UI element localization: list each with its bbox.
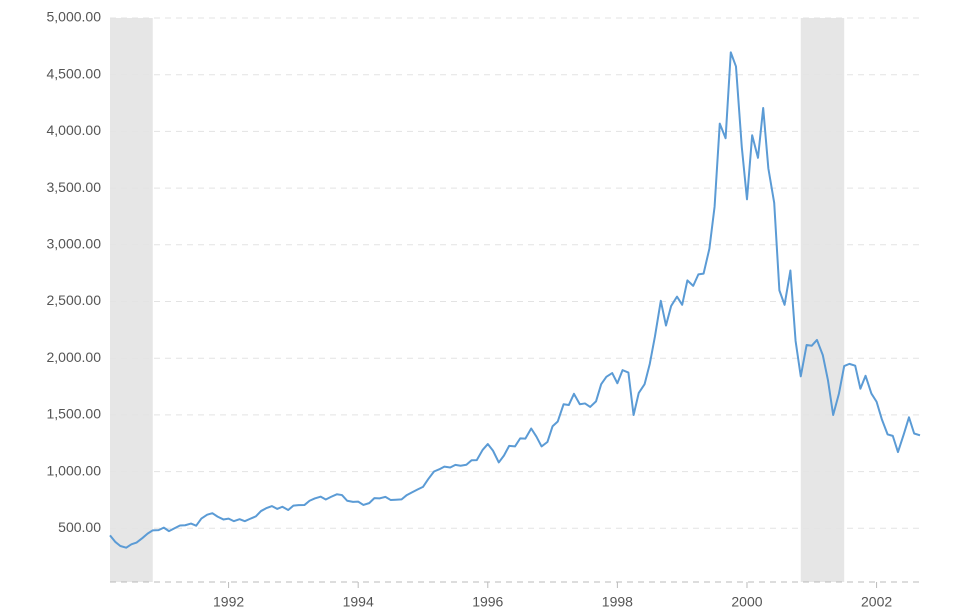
x-tick-label: 2002 — [861, 594, 892, 610]
y-tick-label: 5,000.00 — [47, 9, 102, 25]
data-line — [109, 51, 921, 549]
y-tick-label: 2,500.00 — [47, 292, 102, 308]
x-tick-label: 1992 — [213, 594, 244, 610]
recession-band — [110, 18, 153, 582]
y-tick-label: 3,000.00 — [47, 236, 102, 252]
y-tick-label: 4,500.00 — [47, 65, 102, 81]
x-tick-label: 1996 — [472, 594, 503, 610]
y-tick-label: 4,000.00 — [47, 122, 102, 138]
x-tick-label: 2000 — [731, 594, 762, 610]
y-tick-label: 500.00 — [58, 519, 101, 535]
y-tick-label: 2,000.00 — [47, 349, 102, 365]
y-tick-label: 1,500.00 — [47, 406, 102, 422]
y-tick-label: 3,500.00 — [47, 179, 102, 195]
recession-band — [800, 18, 845, 582]
x-tick-label: 1998 — [602, 594, 633, 610]
y-tick-label: 1,000.00 — [47, 462, 102, 478]
x-tick-label: 1994 — [343, 594, 374, 610]
